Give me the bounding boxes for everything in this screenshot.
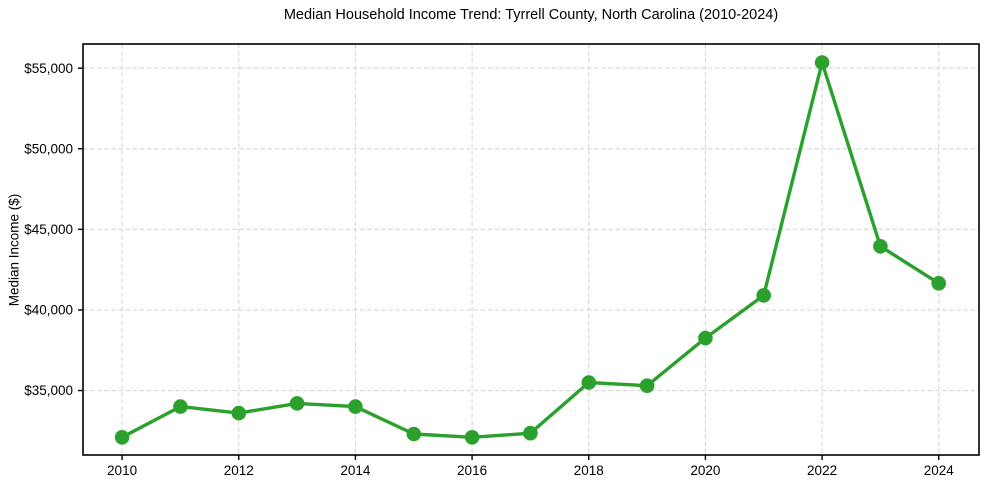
x-tick-label: 2014 bbox=[340, 463, 371, 478]
plot-frame bbox=[82, 43, 980, 456]
data-point bbox=[464, 430, 480, 445]
x-tick-label: 2024 bbox=[924, 463, 955, 478]
x-tick-label: 2022 bbox=[807, 463, 837, 478]
x-tick-label: 2012 bbox=[224, 463, 254, 478]
x-tick-label: 2020 bbox=[690, 463, 720, 478]
data-point bbox=[698, 330, 713, 346]
data-point bbox=[231, 405, 247, 421]
data-point bbox=[756, 288, 771, 303]
y-tick-label: $40,000 bbox=[24, 303, 73, 318]
y-tick-label: $55,000 bbox=[24, 61, 73, 76]
chart-title: Median Household Income Trend: Tyrrell C… bbox=[283, 7, 779, 23]
y-tick-label: $45,000 bbox=[24, 222, 73, 237]
x-tick-label: 2018 bbox=[574, 463, 604, 478]
data-point bbox=[114, 430, 130, 445]
x-tick-label: 2010 bbox=[107, 463, 137, 478]
data-point bbox=[348, 399, 363, 414]
data-point bbox=[639, 378, 655, 394]
data-point bbox=[289, 396, 305, 411]
data-point bbox=[523, 425, 538, 441]
data-point bbox=[873, 239, 888, 254]
data-point bbox=[931, 276, 946, 291]
data-point bbox=[173, 399, 188, 414]
data-point bbox=[581, 375, 597, 390]
data-point bbox=[406, 426, 422, 442]
y-tick-label: $35,000 bbox=[24, 383, 73, 398]
data-point bbox=[814, 55, 830, 70]
y-tick-label: $50,000 bbox=[24, 141, 73, 156]
trend-line bbox=[120, 60, 941, 439]
x-tick-label: 2016 bbox=[457, 463, 487, 478]
